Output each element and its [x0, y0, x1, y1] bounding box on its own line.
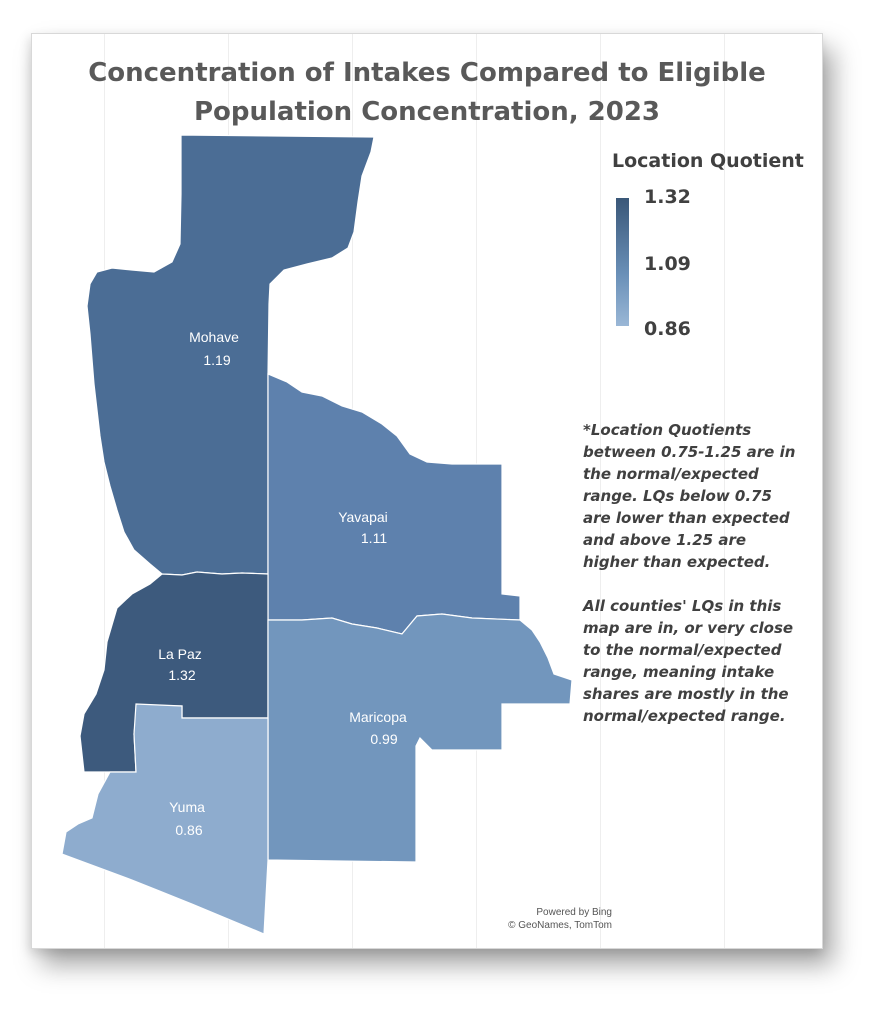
county-yavapai[interactable]	[267, 373, 521, 635]
grid-line	[724, 34, 725, 948]
county-name-label: Yavapai	[338, 509, 388, 525]
county-name-label: Mohave	[189, 329, 239, 345]
legend-min-value: 0.86	[644, 318, 691, 340]
chart-title: Concentration of Intakes Compared to Eli…	[72, 54, 782, 132]
legend-title: Location Quotient	[612, 150, 804, 172]
county-mohave[interactable]	[86, 134, 375, 576]
explanatory-note: *Location Quotients between 0.75-1.25 ar…	[583, 419, 803, 749]
note-paragraph-1: *Location Quotients between 0.75-1.25 ar…	[583, 421, 796, 571]
title-line-2: Population Concentration, 2023	[193, 97, 661, 127]
credit-line-2: © GeoNames, TomTom	[508, 920, 612, 931]
legend-color-scale	[616, 198, 629, 326]
credit-line-1: Powered by Bing	[536, 907, 612, 918]
county-lq-label: 1.19	[203, 352, 230, 368]
county-lq-label: 1.11	[361, 530, 387, 546]
title-line-1: Concentration of Intakes Compared to Eli…	[88, 58, 766, 88]
note-paragraph-2: All counties' LQs in this map are in, or…	[583, 597, 794, 725]
county-lq-label: 0.86	[175, 822, 202, 838]
map-credit: Powered by Bing © GeoNames, TomTom	[452, 906, 612, 932]
county-name-label: La Paz	[158, 646, 202, 662]
grid-line	[600, 34, 601, 948]
county-lq-label: 0.99	[370, 731, 397, 747]
county-lq-label: 1.32	[168, 667, 195, 683]
county-name-label: Yuma	[169, 799, 205, 815]
grid-line	[104, 34, 105, 948]
map-card: Concentration of Intakes Compared to Eli…	[31, 33, 823, 949]
county-map: Mohave 1.19 Yavapai 1.11 La Paz 1.32 Mar…	[61, 134, 573, 935]
legend-mid-value: 1.09	[644, 253, 691, 275]
county-maricopa[interactable]	[267, 613, 573, 863]
county-name-label: Maricopa	[349, 709, 407, 725]
legend-max-value: 1.32	[644, 186, 691, 208]
county-yuma[interactable]	[61, 703, 269, 935]
